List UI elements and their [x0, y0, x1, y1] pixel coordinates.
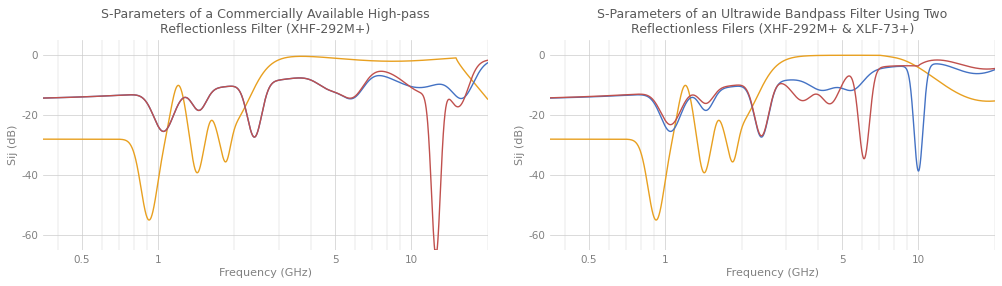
Title: S-Parameters of a Commercially Available High-pass
Reflectionless Filter (XHF-29: S-Parameters of a Commercially Available…	[101, 8, 429, 36]
Title: S-Parameters of an Ultrawide Bandpass Filter Using Two
Reflectionless Filers (XH: S-Parameters of an Ultrawide Bandpass Fi…	[596, 8, 947, 36]
X-axis label: Frequency (GHz): Frequency (GHz)	[725, 268, 818, 278]
Y-axis label: Sij (dB): Sij (dB)	[515, 125, 525, 165]
Y-axis label: Sij (dB): Sij (dB)	[8, 125, 18, 165]
X-axis label: Frequency (GHz): Frequency (GHz)	[218, 268, 312, 278]
